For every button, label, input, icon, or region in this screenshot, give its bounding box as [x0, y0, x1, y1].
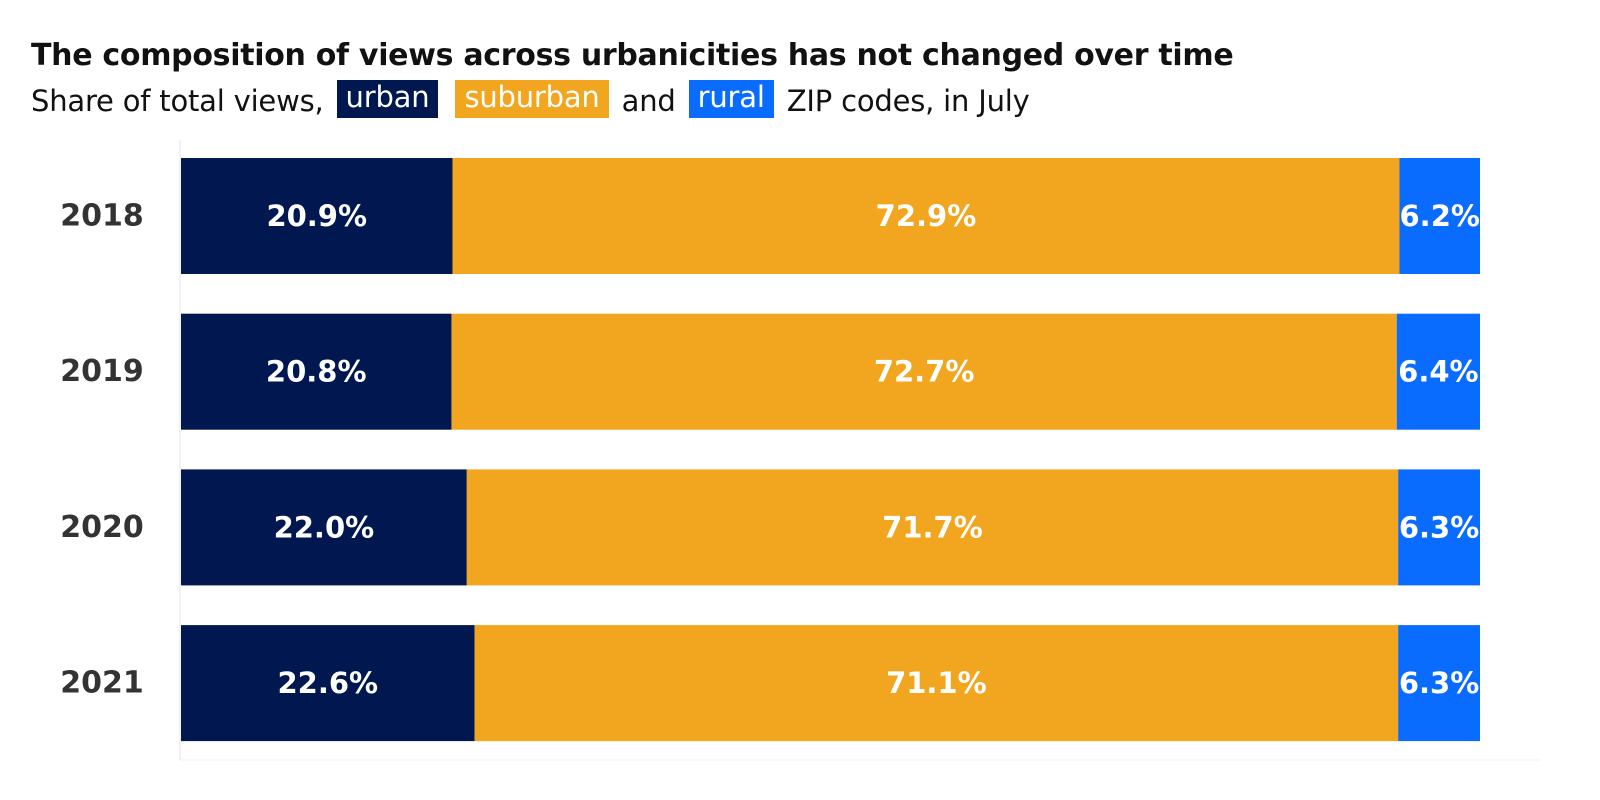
legend-rural-chip: rural: [688, 80, 774, 118]
data-label-urban-2020: 22.0%: [274, 510, 375, 544]
subtitle-and: and: [621, 84, 676, 118]
bar-urban-2020: [181, 469, 467, 586]
bar-rural-2018: [1399, 158, 1480, 274]
data-label-urban-2019: 20.8%: [266, 355, 367, 389]
bar-suburban-2018: [452, 158, 1400, 274]
data-label-rural-2018: 6.2%: [1400, 199, 1480, 233]
chart-subtitle: Share of total views, urban suburban and…: [31, 80, 1030, 122]
bar-urban-2021: [181, 625, 475, 742]
category-label-2020: 2020: [60, 510, 144, 545]
data-label-rural-2020: 6.3%: [1399, 510, 1479, 544]
bar-rural-2021: [1398, 625, 1480, 742]
bar-suburban-2021: [474, 625, 1399, 742]
bar-rural-2020: [1398, 469, 1480, 586]
data-label-urban-2018: 20.9%: [266, 199, 367, 233]
bar-rural-2019: [1396, 313, 1480, 430]
subtitle-prefix: Share of total views,: [31, 84, 324, 118]
data-label-suburban-2021: 71.1%: [886, 666, 987, 700]
bar-urban-2019: [181, 313, 452, 430]
category-label-2018: 2018: [60, 199, 144, 234]
data-label-rural-2021: 6.3%: [1399, 666, 1479, 700]
bar-suburban-2020: [466, 469, 1399, 586]
data-label-suburban-2018: 72.9%: [876, 199, 977, 233]
category-label-2019: 2019: [60, 354, 144, 389]
legend-suburban-chip: suburban: [455, 80, 609, 118]
data-label-suburban-2020: 71.7%: [882, 510, 983, 544]
data-label-urban-2021: 22.6%: [277, 666, 378, 700]
data-label-suburban-2019: 72.7%: [874, 355, 975, 389]
category-label-2021: 2021: [60, 666, 144, 701]
legend-urban-chip: urban: [336, 80, 439, 118]
bar-suburban-2019: [451, 313, 1397, 430]
subtitle-suffix: ZIP codes, in July: [786, 84, 1030, 118]
data-label-rural-2019: 6.4%: [1398, 355, 1478, 389]
bar-urban-2018: [181, 158, 453, 274]
chart-title: The composition of views across urbanici…: [31, 38, 1234, 73]
